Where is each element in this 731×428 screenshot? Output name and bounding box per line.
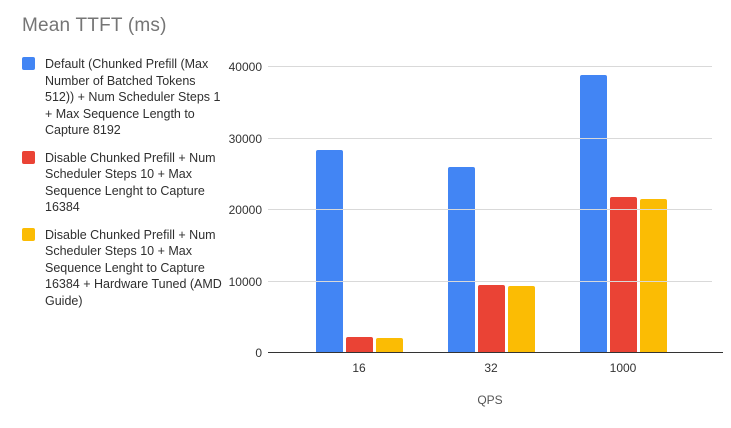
- legend-swatch-icon: [22, 57, 35, 70]
- legend-item-label: Default (Chunked Prefill (Max Number of …: [45, 57, 221, 137]
- x-axis-tick-label: 16: [352, 361, 366, 375]
- x-axis: 16 32 1000: [293, 361, 689, 375]
- y-axis-tick-label: 40000: [228, 60, 262, 74]
- legend-swatch-icon: [22, 227, 35, 241]
- y-axis-tick-label: 10000: [228, 274, 262, 289]
- gridline: [268, 137, 712, 139]
- bar: [639, 198, 667, 352]
- bar: [315, 150, 343, 352]
- gridline: [268, 209, 712, 210]
- legend-item: Default (Chunked Prefill (Max Number of …: [22, 56, 227, 139]
- chart-legend: Default (Chunked Prefill (Max Number of …: [22, 56, 227, 320]
- y-axis-tick-label: 0: [255, 346, 262, 360]
- bar-groups: [293, 67, 689, 352]
- bar-group: [557, 67, 689, 352]
- chart-title: Mean TTFT (ms): [22, 15, 167, 36]
- gridline: [268, 66, 712, 67]
- plot-area: [268, 66, 723, 353]
- bar: [609, 196, 637, 352]
- x-axis-tick-label: 32: [484, 361, 498, 375]
- x-axis-tick-label: 1000: [609, 361, 637, 375]
- y-axis-tick-label: 30000: [228, 131, 262, 146]
- y-axis: 0 10000 20000 30000 40000: [0, 60, 262, 360]
- legend-item-label: Disable Chunked Prefill + Num Scheduler …: [45, 227, 222, 308]
- bar: [375, 338, 403, 352]
- legend-item-label: Disable Chunked Prefill + Num Scheduler …: [45, 150, 216, 215]
- legend-swatch-icon: [22, 150, 35, 164]
- gridline: [268, 280, 712, 282]
- bar: [477, 285, 505, 352]
- bar: [579, 74, 607, 352]
- bar: [447, 167, 475, 352]
- bar-group: [293, 67, 425, 352]
- x-axis-baseline: [268, 352, 723, 353]
- bar: [507, 285, 535, 352]
- legend-item: Disable Chunked Prefill + Num Scheduler …: [22, 150, 227, 216]
- bar: [345, 337, 373, 352]
- bar-group: [425, 67, 557, 352]
- legend-item: Disable Chunked Prefill + Num Scheduler …: [22, 227, 227, 310]
- x-axis-title: QPS: [477, 393, 503, 407]
- y-axis-tick-label: 20000: [228, 203, 262, 217]
